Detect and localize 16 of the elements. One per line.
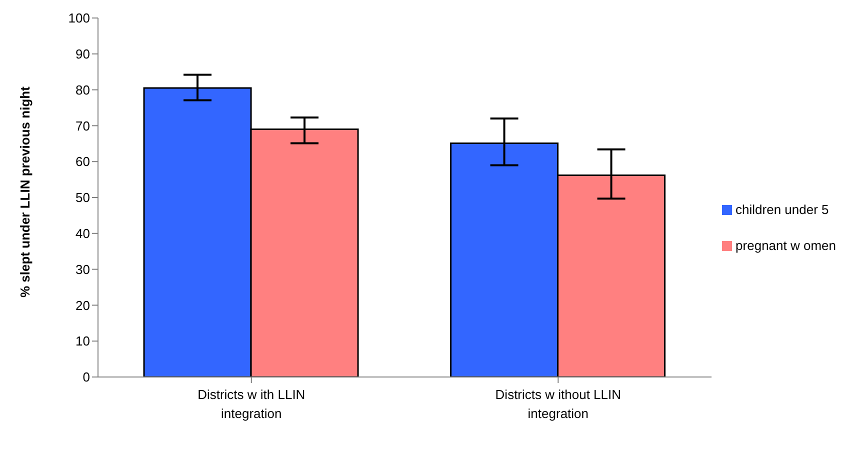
y-tick-label: 90 [76, 46, 90, 62]
y-tick-label: 30 [76, 262, 90, 277]
y-tick-label: 10 [76, 334, 90, 349]
x-tick-label: Districts w ithout LLIN integration [495, 387, 622, 421]
x-tick-label: Districts w ith LLIN integration [198, 387, 306, 421]
y-tick-label: 40 [76, 226, 90, 242]
legend-label: children under 5 [736, 202, 829, 216]
y-axis-title: % slept under LLIN previous night [18, 86, 33, 298]
y-tick-label: 0 [82, 370, 90, 385]
y-tick-label: 50 [76, 190, 90, 206]
y-tick-label: 70 [76, 118, 90, 134]
y-tick-label: 100 [68, 10, 90, 26]
y-tick-label: 20 [76, 298, 90, 313]
y-tick-label: 60 [76, 154, 90, 170]
legend-label: pregnant w omen [736, 238, 836, 252]
y-tick-label: 80 [76, 82, 90, 98]
